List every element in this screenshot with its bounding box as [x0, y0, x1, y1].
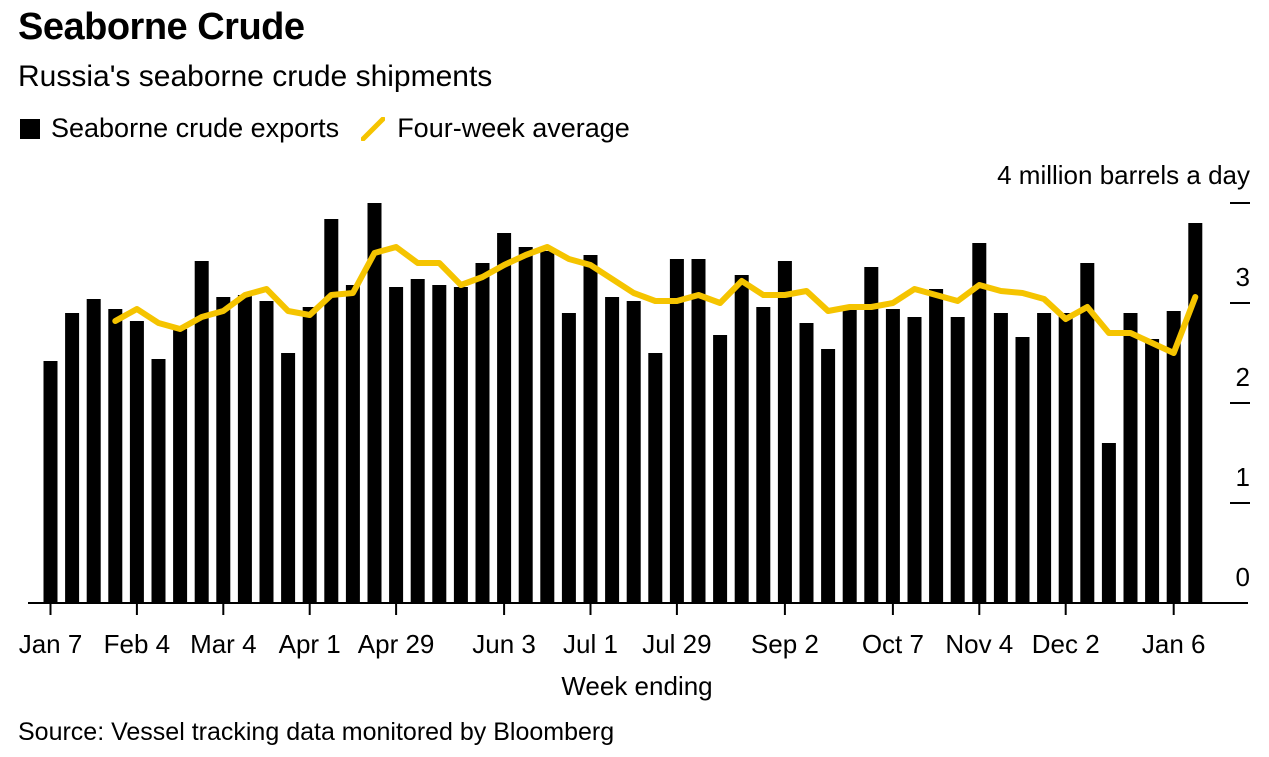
- bar: [410, 279, 425, 603]
- bar: [907, 317, 922, 603]
- bar: [993, 313, 1008, 603]
- y-tick-label: 1: [1236, 462, 1250, 492]
- bar: [691, 259, 706, 603]
- x-tick-label: Apr 1: [279, 629, 341, 659]
- bar: [626, 301, 641, 603]
- bar: [86, 299, 101, 603]
- bar: [1166, 311, 1181, 603]
- y-tick-label: 3: [1236, 262, 1250, 292]
- bar: [432, 285, 447, 603]
- legend: Seaborne crude exports Four-week average: [20, 113, 652, 144]
- bar: [108, 309, 123, 603]
- legend-label-exports: Seaborne crude exports: [51, 113, 340, 143]
- x-tick-label: Nov 4: [945, 629, 1013, 659]
- source-note: Source: Vessel tracking data monitored b…: [18, 718, 615, 746]
- bar: [173, 329, 188, 603]
- bar: [669, 259, 684, 603]
- bar: [842, 307, 857, 603]
- bar: [302, 307, 317, 603]
- chart-title: Seaborne Crude: [18, 6, 305, 48]
- x-tick-label: Jan 7: [19, 629, 83, 659]
- bar-swatch-icon: [20, 118, 40, 139]
- bar: [1080, 263, 1095, 603]
- bar: [216, 297, 231, 603]
- bar: [259, 301, 274, 603]
- x-tick-label: Sep 2: [751, 629, 819, 659]
- bar: [885, 309, 900, 603]
- bar: [1015, 337, 1030, 603]
- bar: [1188, 223, 1203, 603]
- bar: [475, 263, 490, 603]
- bar: [497, 233, 512, 603]
- bar: [1123, 313, 1138, 603]
- bar: [540, 251, 555, 603]
- x-tick-label: Oct 7: [862, 629, 924, 659]
- bar: [194, 261, 209, 603]
- bar: [1037, 313, 1052, 603]
- bar: [389, 287, 404, 603]
- bar: [777, 261, 792, 603]
- x-tick-label: Jan 6: [1142, 629, 1206, 659]
- bar: [1145, 339, 1160, 603]
- bar: [713, 335, 728, 603]
- line-swatch-icon: [361, 116, 386, 141]
- bar: [43, 361, 58, 603]
- legend-item-exports: Seaborne crude exports: [20, 113, 339, 144]
- legend-item-average: Four-week average: [361, 113, 630, 144]
- y-tick-label: 0: [1236, 562, 1250, 592]
- legend-label-average: Four-week average: [397, 113, 630, 143]
- bar: [950, 317, 965, 603]
- bar: [345, 285, 360, 603]
- bar: [929, 289, 944, 603]
- bar: [864, 267, 879, 603]
- y-tick-label: 2: [1236, 362, 1250, 392]
- four-week-average-line: [112, 244, 1199, 356]
- bar: [561, 313, 576, 603]
- x-tick-label: Dec 2: [1032, 629, 1100, 659]
- x-tick-label: Apr 29: [358, 629, 435, 659]
- bar: [151, 359, 166, 603]
- bar: [972, 243, 987, 603]
- x-tick-label: Feb 4: [104, 629, 171, 659]
- chart-subtitle: Russia's seaborne crude shipments: [18, 60, 493, 93]
- bar: [453, 287, 468, 603]
- bar: [756, 307, 771, 603]
- bar: [1101, 443, 1116, 603]
- x-axis-title: Week ending: [561, 671, 712, 701]
- bar: [518, 247, 533, 603]
- y-axis-unit-label: 4 million barrels a day: [997, 160, 1250, 190]
- x-tick-label: Jul 1: [563, 629, 618, 659]
- bar: [821, 349, 836, 603]
- x-tick-label: Jul 29: [642, 629, 711, 659]
- bar: [281, 353, 296, 603]
- bar: [129, 321, 144, 603]
- bar: [583, 255, 598, 603]
- bar: [237, 295, 252, 603]
- bar: [648, 353, 663, 603]
- bar: [1058, 313, 1073, 603]
- x-tick-label: Jun 3: [472, 629, 536, 659]
- bar: [799, 323, 814, 603]
- bar: [324, 219, 339, 603]
- x-tick-label: Mar 4: [190, 629, 256, 659]
- bar: [65, 313, 80, 603]
- bar: [367, 203, 382, 603]
- bar: [605, 297, 620, 603]
- bar: [734, 275, 749, 603]
